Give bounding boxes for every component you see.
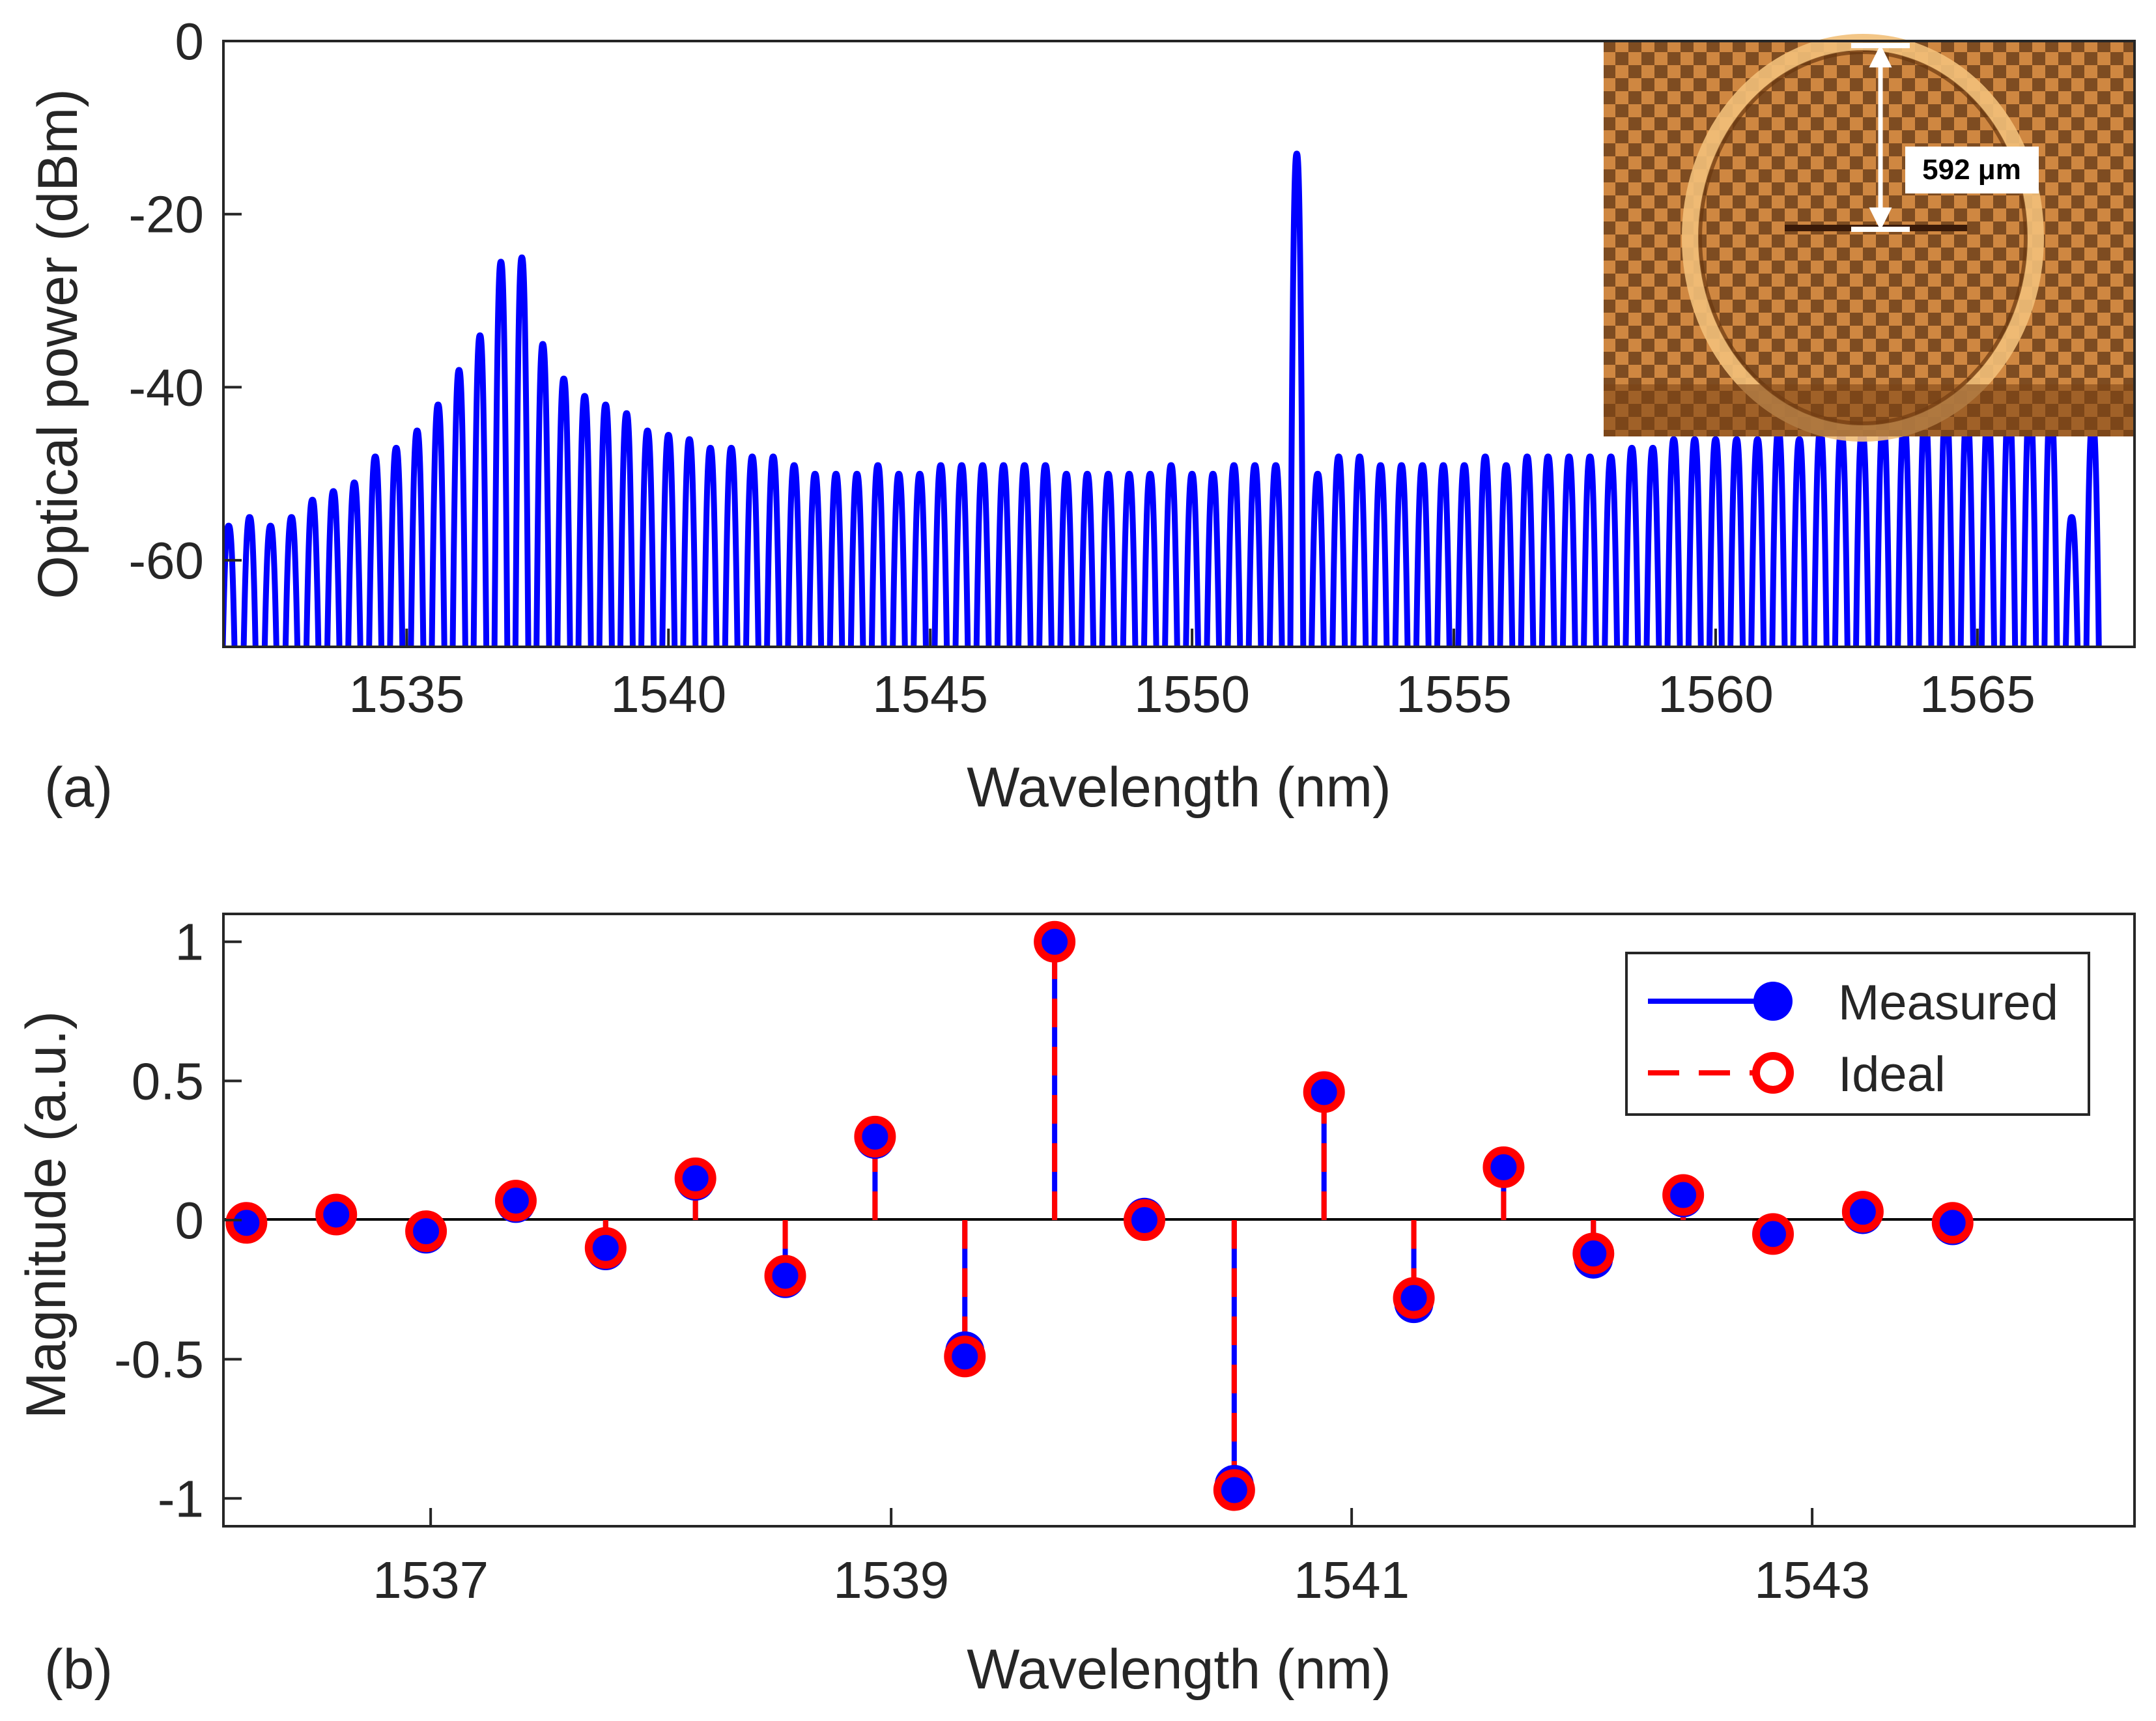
stem-series: [225, 920, 1974, 1511]
legend-label-ideal: Ideal: [1838, 1047, 1946, 1102]
x-axis-label-b: Wavelength (nm): [967, 1638, 1391, 1701]
stem: [494, 1180, 537, 1223]
inset-annotation: 592 μm: [1922, 154, 2021, 186]
legend-entry-ideal: Ideal: [1648, 1047, 1946, 1102]
spectrum-line: [223, 150, 2102, 647]
stem: [1034, 920, 1076, 1220]
stem: [944, 1220, 986, 1378]
ideal-point: [1393, 1277, 1435, 1319]
stem: [674, 1157, 716, 1220]
y-tick-label-b: 0.5: [132, 1052, 204, 1110]
x-axis-label-a: Wavelength (nm): [967, 756, 1391, 819]
stem: [1572, 1220, 1615, 1279]
ideal-point: [944, 1335, 986, 1378]
x-tick-label-a: 1540: [610, 665, 726, 723]
x-tick-label-a: 1565: [1920, 665, 2035, 723]
ideal-point: [1931, 1202, 1974, 1244]
ideal-point: [1752, 1213, 1794, 1255]
stem: [1752, 1213, 1794, 1255]
y-tick-label-a: -40: [128, 358, 204, 416]
y-tick-label-a: -20: [128, 186, 204, 244]
ideal-point: [1662, 1174, 1705, 1216]
ideal-point: [1303, 1071, 1345, 1113]
ideal-point: [764, 1255, 806, 1297]
stem: [854, 1115, 896, 1220]
x-tick-label-a: 1545: [872, 665, 988, 723]
x-tick-label-a: 1555: [1396, 665, 1512, 723]
ideal-point: [225, 1202, 268, 1244]
ideal-point: [1572, 1232, 1615, 1275]
y-tick-label-b: -1: [158, 1470, 204, 1528]
x-tick-label-a: 1560: [1658, 665, 1774, 723]
y-tick-label-b: 1: [175, 913, 205, 971]
y-axis-a: 0 -20 -40 -60: [128, 12, 242, 590]
ideal-point: [1034, 920, 1076, 963]
panel-label-b: (b): [44, 1638, 113, 1701]
stem: [764, 1220, 806, 1298]
stem: [225, 1202, 268, 1244]
x-tick-label-b: 1539: [833, 1551, 949, 1609]
inset-microscope-image: 592 μm: [1604, 34, 2135, 442]
ideal-point: [1841, 1191, 1884, 1233]
y-axis-label-b: Magnitude (a.u.): [15, 1011, 78, 1419]
y-tick-label-a: 0: [175, 12, 205, 70]
stem: [1662, 1174, 1705, 1220]
spectrum-series: [223, 150, 2102, 647]
x-tick-label-a: 1535: [348, 665, 464, 723]
ideal-point: [1213, 1469, 1255, 1511]
x-tick-label-a: 1550: [1134, 665, 1250, 723]
stem: [1303, 1071, 1345, 1220]
y-axis-label-a: Optical power (dBm): [27, 89, 89, 599]
y-tick-label-b: -0.5: [114, 1331, 204, 1389]
panel-a: 592 μm 1535 1540 1545 1550 1555 1560 1565 0 -20…: [27, 12, 2136, 819]
axes-frame-a: [222, 40, 2136, 648]
x-axis-b: 1537 1539 1541 1543: [373, 1508, 1870, 1609]
legend-label-measured: Measured: [1838, 975, 2058, 1031]
y-tick-label-a: -60: [128, 532, 204, 590]
ideal-point: [405, 1210, 447, 1253]
panel-b: 1537 1539 1541 1543 1 0.5 0 -0.5 -1 Wavelength …: [15, 913, 2136, 1701]
legend[interactable]: Measured Ideal: [1625, 952, 2090, 1116]
stem: [1841, 1191, 1884, 1234]
stem: [584, 1220, 627, 1270]
stem: [1931, 1202, 1974, 1245]
stem: [1482, 1146, 1525, 1220]
ideal-point: [1123, 1199, 1165, 1241]
stem: [1213, 1220, 1255, 1511]
x-tick-label-b: 1541: [1294, 1551, 1410, 1609]
stem: [315, 1193, 358, 1236]
x-axis-a: 1535 1540 1545 1550 1555 1560 1565: [348, 629, 2035, 723]
y-tick-label-b: 0: [175, 1191, 205, 1249]
ideal-point: [315, 1193, 358, 1236]
x-tick-label-b: 1537: [373, 1551, 489, 1609]
x-tick-label-b: 1543: [1754, 1551, 1870, 1609]
ideal-point: [494, 1180, 537, 1222]
stem: [405, 1210, 447, 1254]
ideal-point: [584, 1227, 627, 1269]
y-axis-b: 1 0.5 0 -0.5 -1: [114, 913, 242, 1528]
panel-label-a: (a): [44, 756, 113, 819]
ideal-point: [1482, 1146, 1525, 1188]
legend-entry-measured: Measured: [1648, 975, 2058, 1031]
ideal-point: [674, 1157, 716, 1199]
ideal-point: [854, 1115, 896, 1158]
stem: [1393, 1220, 1435, 1324]
stem: [1123, 1197, 1165, 1241]
